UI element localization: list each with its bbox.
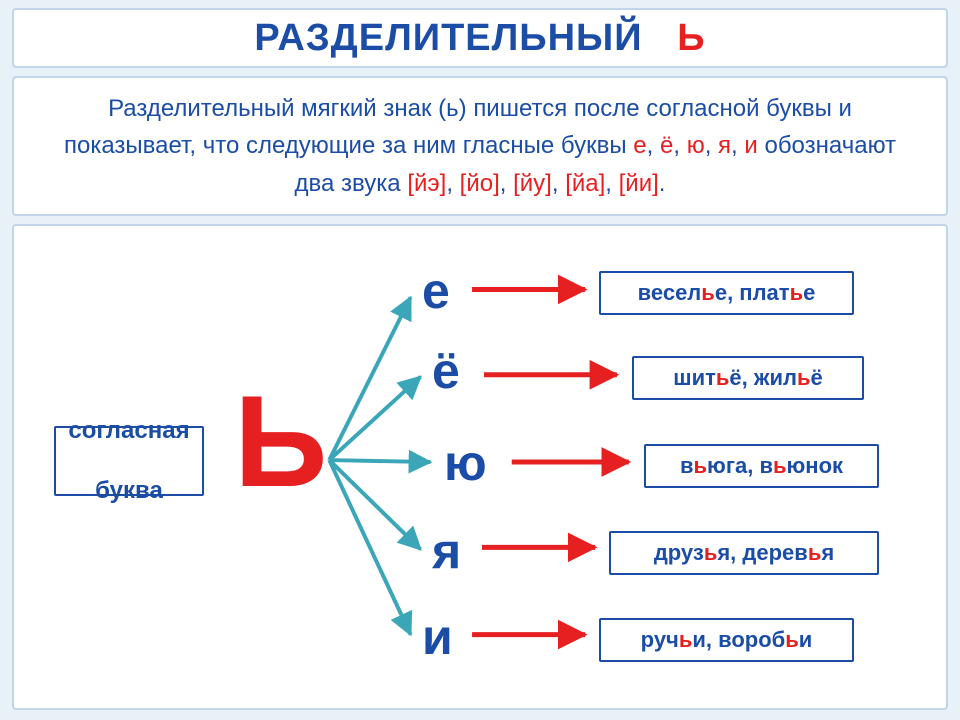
example-segment: весел <box>638 280 702 305</box>
diagram-panel: согласная буква Ь евеселье, платьеёшитьё… <box>12 224 948 710</box>
example-segment: юнок <box>787 453 844 478</box>
desc-segment: [йа] <box>565 170 605 197</box>
title-letter: Ь <box>677 17 705 59</box>
description-text: Разделительный мягкий знак (ь) пишется п… <box>42 90 918 202</box>
example-segment: друз <box>654 540 704 565</box>
page: РАЗДЕЛИТЕЛЬНЫЙ Ь Разделительный мягкий з… <box>0 0 960 720</box>
example-box: веселье, платье <box>599 271 854 315</box>
example-segment: ё <box>811 365 823 390</box>
desc-segment: , <box>731 132 744 159</box>
example-segment: ё, жил <box>729 365 797 390</box>
example-segment: ь <box>694 453 708 478</box>
example-segment: ь <box>785 627 799 652</box>
example-box: друзья, деревья <box>609 531 879 575</box>
example-segment: руч <box>641 627 679 652</box>
vowel-letter: я <box>432 522 461 580</box>
example-segment: е, плат <box>715 280 790 305</box>
example-segment: в <box>680 453 694 478</box>
title-word: РАЗДЕЛИТЕЛЬНЫЙ <box>254 17 642 59</box>
desc-segment: . <box>659 170 666 197</box>
page-title: РАЗДЕЛИТЕЛЬНЫЙ Ь <box>254 17 705 60</box>
example-segment: е <box>803 280 815 305</box>
desc-segment: ё <box>660 132 673 159</box>
example-segment: ь <box>790 280 804 305</box>
title-panel: РАЗДЕЛИТЕЛЬНЫЙ Ь <box>12 8 948 68</box>
teal-arrow <box>329 460 420 549</box>
desc-segment: [йэ] <box>407 170 446 197</box>
desc-segment: и <box>744 132 757 159</box>
teal-arrow <box>329 460 410 635</box>
example-segment: я, дерев <box>717 540 807 565</box>
desc-segment: , <box>446 170 459 197</box>
desc-segment: [йи] <box>619 170 659 197</box>
example-segment: ь <box>704 540 718 565</box>
description-panel: Разделительный мягкий знак (ь) пишется п… <box>12 76 948 216</box>
example-box: шитьё, жильё <box>632 356 864 400</box>
consonant-box: согласная буква <box>54 426 204 496</box>
desc-segment: , <box>647 132 660 159</box>
desc-segment: [йо] <box>460 170 500 197</box>
example-segment: ь <box>679 627 693 652</box>
example-segment: ь <box>773 453 787 478</box>
example-box: вьюга, вьюнок <box>644 444 879 488</box>
desc-segment: , <box>552 170 565 197</box>
desc-segment: я <box>718 132 731 159</box>
desc-segment: [йу] <box>513 170 552 197</box>
consonant-line2: буква <box>95 476 163 506</box>
example-segment: я <box>821 540 834 565</box>
desc-segment: , <box>705 132 718 159</box>
desc-segment: е <box>633 132 646 159</box>
consonant-line1: согласная <box>68 416 189 446</box>
desc-segment: , <box>605 170 618 197</box>
vowel-letter: ё <box>432 342 460 400</box>
vowel-letter: ю <box>444 434 487 492</box>
vowel-letter: и <box>422 608 453 666</box>
example-segment: ь <box>808 540 822 565</box>
example-segment: и, вороб <box>692 627 785 652</box>
teal-arrow <box>329 377 420 460</box>
example-segment: ь <box>701 280 715 305</box>
desc-segment: ю <box>687 132 705 159</box>
example-segment: шит <box>673 365 716 390</box>
example-segment: ь <box>797 365 811 390</box>
example-segment: и <box>799 627 813 652</box>
desc-segment: , <box>673 132 686 159</box>
teal-arrow <box>329 460 430 462</box>
example-segment: ь <box>716 365 730 390</box>
soft-sign-letter: Ь <box>234 376 327 506</box>
example-segment: юга, в <box>707 453 773 478</box>
desc-segment: , <box>500 170 513 197</box>
vowel-letter: е <box>422 262 450 320</box>
example-box: ручьи, воробьи <box>599 618 854 662</box>
teal-arrow <box>329 297 410 460</box>
